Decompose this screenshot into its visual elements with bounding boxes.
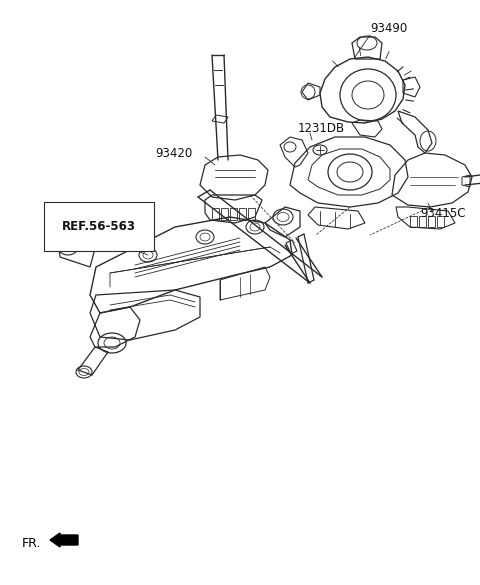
Bar — [437, 216, 444, 227]
Text: FR.: FR. — [22, 537, 41, 550]
Bar — [239, 208, 246, 220]
Bar — [248, 208, 255, 220]
Bar — [230, 208, 237, 220]
Text: 93490: 93490 — [370, 22, 407, 35]
Bar — [419, 216, 426, 227]
FancyArrow shape — [50, 533, 78, 547]
Text: REF.56-563: REF.56-563 — [62, 220, 136, 233]
Text: 93415C: 93415C — [420, 207, 466, 220]
Text: 1231DB: 1231DB — [298, 122, 345, 135]
Text: 93420: 93420 — [155, 147, 192, 160]
Bar — [221, 208, 228, 220]
Bar — [410, 216, 417, 227]
Bar — [212, 208, 219, 220]
Bar — [428, 216, 435, 227]
